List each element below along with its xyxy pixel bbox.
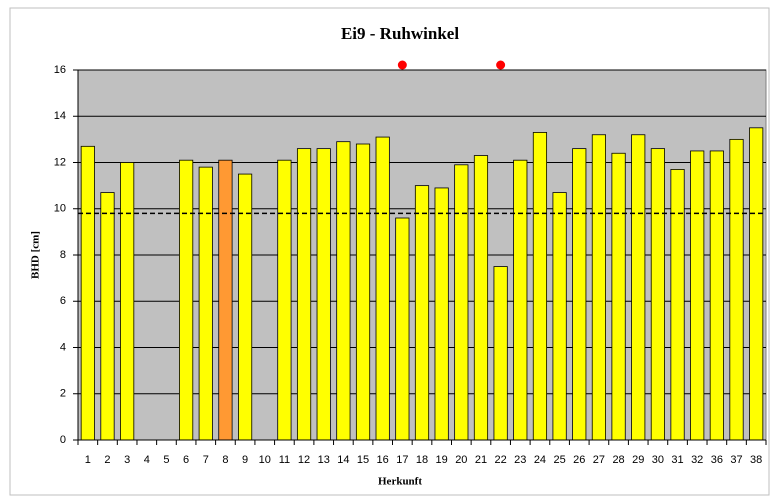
x-tick-label: 6 — [183, 454, 189, 466]
x-tick-label: 27 — [593, 454, 605, 466]
y-axis-title: BHD [cm] — [30, 231, 42, 279]
x-tick-label: 2 — [104, 454, 110, 466]
x-tick-label: 19 — [436, 454, 448, 466]
x-tick-label: 36 — [711, 454, 723, 466]
x-tick-label: 22 — [495, 454, 507, 466]
bar — [493, 266, 508, 441]
bar — [729, 138, 744, 441]
marker — [397, 60, 407, 70]
bar — [434, 187, 449, 441]
bar — [552, 192, 567, 441]
y-tick-label: 6 — [60, 295, 66, 307]
bar — [631, 134, 646, 441]
x-tick-label: 18 — [416, 454, 428, 466]
x-tick-label: 8 — [222, 454, 228, 466]
bar — [218, 159, 233, 441]
bar — [749, 127, 764, 441]
x-tick-label: 30 — [652, 454, 664, 466]
bar — [513, 159, 528, 441]
x-tick-label: 21 — [475, 454, 487, 466]
bar — [650, 148, 665, 441]
bar — [591, 134, 606, 441]
x-tick-label: 14 — [337, 454, 349, 466]
bar — [375, 136, 390, 441]
y-tick-label: 2 — [60, 388, 66, 400]
bar — [690, 150, 705, 441]
y-tick-label: 0 — [60, 434, 66, 446]
x-tick-label: 7 — [203, 454, 209, 466]
x-tick-label: 25 — [553, 454, 565, 466]
bar — [355, 143, 371, 441]
x-tick-label: 29 — [632, 454, 644, 466]
y-tick-label: 8 — [60, 249, 66, 261]
y-tick-label: 14 — [54, 110, 66, 122]
bar — [316, 148, 331, 441]
bar — [100, 192, 115, 441]
bar — [670, 169, 685, 441]
x-tick-label: 10 — [259, 454, 271, 466]
x-tick-label: 26 — [573, 454, 585, 466]
x-tick-label: 28 — [612, 454, 624, 466]
x-tick-label: 17 — [396, 454, 408, 466]
x-tick-label: 31 — [671, 454, 683, 466]
bar — [336, 141, 351, 441]
bar — [473, 155, 489, 441]
x-tick-label: 11 — [279, 454, 290, 466]
x-tick-label: 24 — [534, 454, 546, 466]
x-tick-label: 20 — [455, 454, 467, 466]
x-tick-label: 38 — [750, 454, 762, 466]
marker — [496, 60, 506, 70]
y-tick-label: 4 — [60, 341, 66, 353]
bar — [395, 217, 410, 441]
x-tick-label: 9 — [242, 454, 248, 466]
x-axis-title: Herkunft — [378, 476, 422, 488]
bar — [709, 150, 724, 441]
bar — [179, 159, 194, 441]
bar — [296, 148, 312, 441]
x-tick-label: 12 — [298, 454, 310, 466]
x-tick-label: 3 — [124, 454, 130, 466]
y-tick-label: 10 — [54, 203, 66, 215]
bar — [454, 164, 469, 441]
x-tick-label: 23 — [514, 454, 526, 466]
x-tick-label: 32 — [691, 454, 703, 466]
bar — [80, 145, 95, 441]
bar — [611, 152, 626, 441]
bar — [277, 159, 292, 441]
y-tick-label: 12 — [54, 156, 66, 168]
bar — [120, 162, 135, 441]
x-tick-label: 13 — [318, 454, 330, 466]
y-tick-label: 16 — [54, 64, 66, 76]
x-tick-label: 5 — [163, 454, 169, 466]
bar — [198, 166, 213, 441]
x-tick-label: 16 — [377, 454, 389, 466]
bar — [532, 132, 548, 441]
x-tick-label: 37 — [730, 454, 742, 466]
x-tick-label: 4 — [144, 454, 150, 466]
bar — [414, 185, 430, 441]
chart-title: Ei9 - Ruhwinkel — [341, 24, 459, 43]
x-tick-label: 1 — [85, 454, 91, 466]
x-tick-label: 15 — [357, 454, 369, 466]
bar — [572, 148, 587, 441]
